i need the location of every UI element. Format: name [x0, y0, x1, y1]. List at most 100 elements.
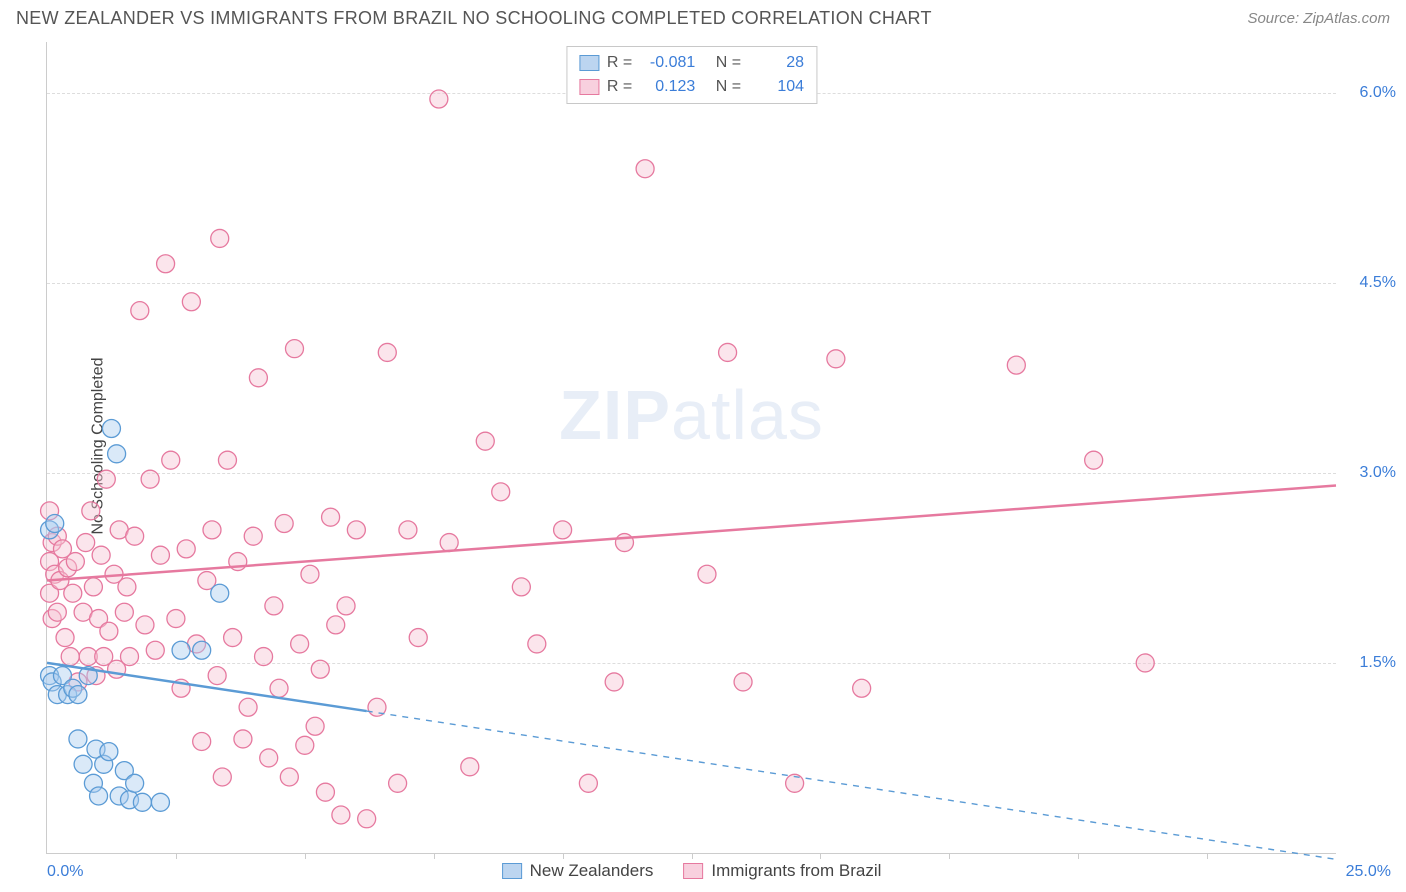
- point-br: [141, 470, 159, 488]
- x-tick: [176, 853, 177, 859]
- point-br: [48, 603, 66, 621]
- stats-row-br: R = 0.123 N = 104: [579, 75, 804, 99]
- point-br: [84, 578, 102, 596]
- x-tick: [1078, 853, 1079, 859]
- point-br: [157, 255, 175, 273]
- point-br: [461, 758, 479, 776]
- point-br: [203, 521, 221, 539]
- point-nz: [90, 787, 108, 805]
- point-br: [244, 527, 262, 545]
- point-br: [476, 432, 494, 450]
- point-br: [100, 622, 118, 640]
- point-br: [239, 698, 257, 716]
- point-br: [167, 610, 185, 628]
- point-nz: [126, 774, 144, 792]
- point-nz: [69, 686, 87, 704]
- point-nz: [102, 419, 120, 437]
- point-br: [224, 629, 242, 647]
- point-br: [347, 521, 365, 539]
- point-br: [358, 810, 376, 828]
- point-br: [332, 806, 350, 824]
- legend-item-nz: New Zealanders: [502, 861, 654, 881]
- chart-area: ZIPatlas R = -0.081 N = 28 R = 0.123 N =…: [46, 42, 1336, 854]
- point-br: [322, 508, 340, 526]
- point-br: [120, 648, 138, 666]
- point-br: [378, 343, 396, 361]
- y-tick-label: 1.5%: [1360, 654, 1396, 672]
- point-br: [177, 540, 195, 558]
- point-br: [211, 229, 229, 247]
- point-br: [193, 732, 211, 750]
- point-br: [136, 616, 154, 634]
- swatch-nz: [579, 55, 599, 71]
- point-nz: [133, 793, 151, 811]
- point-nz: [193, 641, 211, 659]
- point-br: [182, 293, 200, 311]
- point-br: [151, 546, 169, 564]
- point-br: [97, 470, 115, 488]
- y-tick-label: 6.0%: [1360, 84, 1396, 102]
- point-br: [275, 515, 293, 533]
- x-tick: [692, 853, 693, 859]
- chart-title: NEW ZEALANDER VS IMMIGRANTS FROM BRAZIL …: [16, 8, 932, 29]
- point-nz: [211, 584, 229, 602]
- point-br: [579, 774, 597, 792]
- series-legend: New Zealanders Immigrants from Brazil: [502, 861, 882, 881]
- x-tick: [434, 853, 435, 859]
- point-br: [440, 534, 458, 552]
- y-tick-label: 4.5%: [1360, 274, 1396, 292]
- point-br: [115, 603, 133, 621]
- x-tick: [1207, 853, 1208, 859]
- point-br: [605, 673, 623, 691]
- point-br: [270, 679, 288, 697]
- point-br: [61, 648, 79, 666]
- point-nz: [108, 445, 126, 463]
- point-br: [719, 343, 737, 361]
- point-br: [291, 635, 309, 653]
- y-tick-label: 3.0%: [1360, 464, 1396, 482]
- point-br: [1007, 356, 1025, 374]
- point-br: [1136, 654, 1154, 672]
- point-br: [285, 340, 303, 358]
- point-br: [249, 369, 267, 387]
- point-br: [265, 597, 283, 615]
- stats-row-nz: R = -0.081 N = 28: [579, 51, 804, 75]
- point-br: [234, 730, 252, 748]
- point-br: [409, 629, 427, 647]
- source-label: Source: ZipAtlas.com: [1247, 10, 1390, 27]
- point-br: [131, 302, 149, 320]
- point-br: [82, 502, 100, 520]
- point-nz: [69, 730, 87, 748]
- point-nz: [172, 641, 190, 659]
- point-br: [280, 768, 298, 786]
- point-nz: [100, 743, 118, 761]
- point-br: [260, 749, 278, 767]
- point-br: [311, 660, 329, 678]
- point-br: [213, 768, 231, 786]
- point-br: [734, 673, 752, 691]
- x-tick: [820, 853, 821, 859]
- point-br: [554, 521, 572, 539]
- point-br: [64, 584, 82, 602]
- point-br: [118, 578, 136, 596]
- x-axis-min-label: 0.0%: [47, 863, 83, 881]
- point-br: [615, 534, 633, 552]
- point-br: [337, 597, 355, 615]
- point-br: [1085, 451, 1103, 469]
- x-tick: [949, 853, 950, 859]
- point-br: [827, 350, 845, 368]
- point-br: [296, 736, 314, 754]
- scatter-plot-svg: [47, 42, 1336, 853]
- point-br: [306, 717, 324, 735]
- point-br: [389, 774, 407, 792]
- point-br: [698, 565, 716, 583]
- legend-item-br: Immigrants from Brazil: [683, 861, 881, 881]
- point-nz: [151, 793, 169, 811]
- point-br: [327, 616, 345, 634]
- x-tick: [305, 853, 306, 859]
- trendline-br: [47, 486, 1336, 581]
- point-br: [92, 546, 110, 564]
- point-br: [126, 527, 144, 545]
- point-br: [146, 641, 164, 659]
- point-br: [430, 90, 448, 108]
